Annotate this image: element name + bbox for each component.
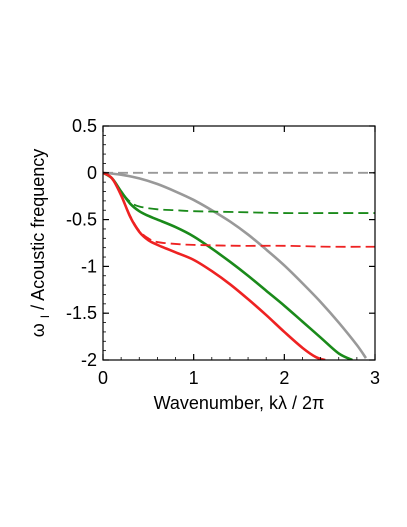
x-axis-title: Wavenumber, kλ / 2π: [154, 393, 325, 413]
x-tick-label: 0: [98, 368, 108, 388]
y-axis-title-rest: / Acoustic frequency: [28, 149, 48, 310]
series-line-4-solid: [103, 171, 353, 360]
y-axis-title-subscript: I: [38, 315, 52, 318]
series-line-3-dashed: [103, 172, 375, 215]
y-tick-label: 0: [87, 163, 97, 183]
plot-area: [103, 171, 375, 360]
y-tick-label: -1: [81, 256, 97, 276]
y-tick-label: 0.5: [72, 116, 97, 136]
series-line-2-solid: [103, 171, 368, 359]
y-axis-title: ω I / Acoustic frequency: [28, 149, 53, 338]
x-tick-label: 2: [279, 368, 289, 388]
x-tick-label: 3: [370, 368, 380, 388]
y-axis-title-main: ω: [28, 323, 48, 337]
y-tick-label: -1.5: [66, 303, 97, 323]
series-line-5-dashed: [103, 172, 375, 248]
series-line-6-solid: [103, 171, 326, 360]
x-tick-label: 1: [189, 368, 199, 388]
axes-frame: [102, 125, 376, 361]
y-tick-label: -0.5: [66, 210, 97, 230]
axis-ticks: 0 1 2 3 0.5 0 -0.5 -1 -1.5 -2: [66, 116, 380, 388]
y-tick-label: -2: [81, 350, 97, 370]
